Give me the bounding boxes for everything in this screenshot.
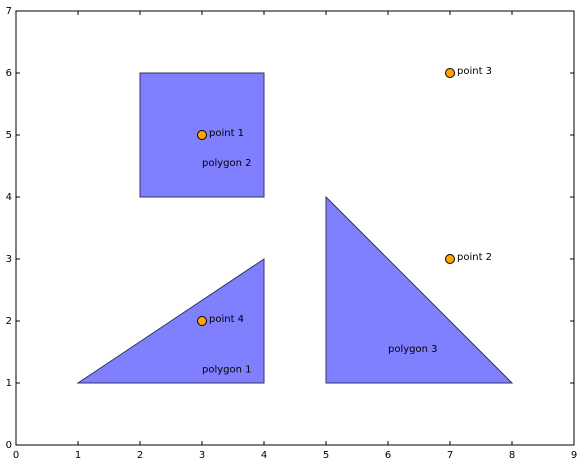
x-tick-label: 8 bbox=[509, 450, 515, 461]
plot-frame bbox=[15, 10, 575, 446]
point bbox=[445, 68, 455, 78]
polygon-label: polygon 1 bbox=[202, 365, 252, 376]
y-tick-label: 3 bbox=[6, 254, 12, 265]
polygon-label: polygon 3 bbox=[388, 344, 438, 355]
point-label: point 2 bbox=[457, 252, 492, 263]
x-tick-label: 0 bbox=[13, 450, 19, 461]
y-tick-label: 1 bbox=[6, 378, 12, 389]
x-tick-label: 9 bbox=[571, 450, 577, 461]
x-tick-label: 7 bbox=[447, 450, 453, 461]
polygon bbox=[76, 258, 265, 384]
point bbox=[197, 316, 207, 326]
y-tick-label: 0 bbox=[6, 440, 12, 451]
polygon-label: polygon 2 bbox=[202, 158, 252, 169]
x-tick-label: 1 bbox=[75, 450, 81, 461]
y-tick-label: 7 bbox=[6, 6, 12, 17]
point-label: point 4 bbox=[209, 314, 244, 325]
x-tick-label: 4 bbox=[261, 450, 267, 461]
point-label: point 3 bbox=[457, 66, 492, 77]
y-tick-label: 2 bbox=[6, 316, 12, 327]
polygon bbox=[325, 195, 514, 384]
y-tick-label: 5 bbox=[6, 130, 12, 141]
point-label: point 1 bbox=[209, 128, 244, 139]
y-tick-label: 4 bbox=[6, 192, 12, 203]
x-tick-label: 3 bbox=[199, 450, 205, 461]
point bbox=[197, 130, 207, 140]
x-tick-label: 6 bbox=[385, 450, 391, 461]
y-tick-label: 6 bbox=[6, 68, 12, 79]
x-tick-label: 5 bbox=[323, 450, 329, 461]
point bbox=[445, 254, 455, 264]
x-tick-label: 2 bbox=[137, 450, 143, 461]
